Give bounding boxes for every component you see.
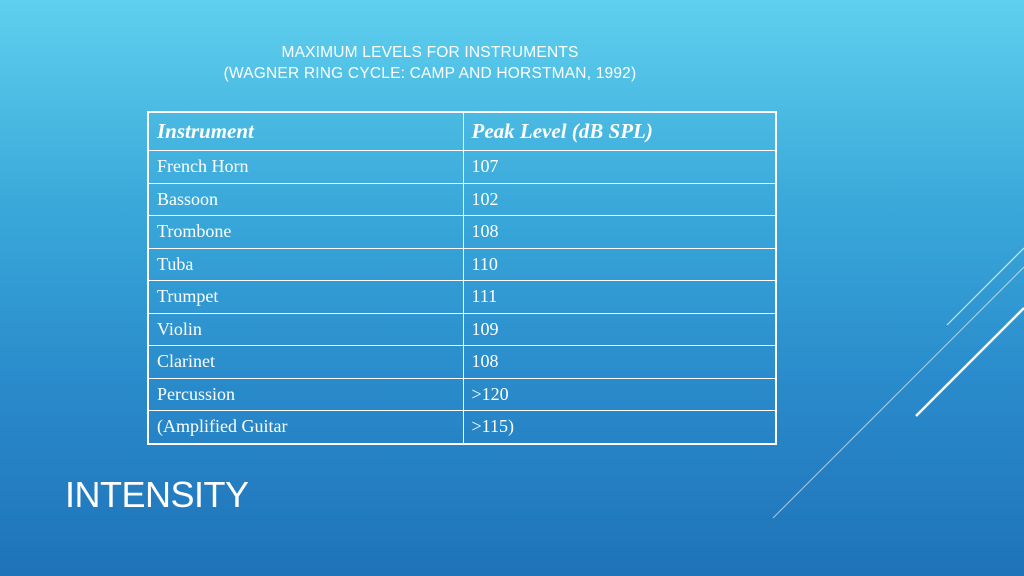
table-row: Violin 109 [147,312,777,346]
decorative-line [772,266,1024,519]
table-row: Trombone 108 [147,215,777,249]
table-row: Clarinet 108 [147,345,777,379]
peak-level-cell: >120 [462,377,777,411]
decorative-line [915,307,1024,417]
peak-level-cell: 108 [462,215,777,249]
instrument-cell: (Amplified Guitar [147,410,464,444]
table-row: (Amplified Guitar >115) [147,410,777,444]
section-title: INTENSITY [65,474,249,515]
peak-level-cell: 102 [462,182,777,216]
peak-level-cell: 110 [462,247,777,281]
decorative-line [946,247,1024,326]
instrument-levels-table: Instrument Peak Level (dB SPL) French Ho… [147,111,777,445]
table-row: Bassoon 102 [147,182,777,216]
table-header-row: Instrument Peak Level (dB SPL) [147,111,777,151]
peak-level-cell: 111 [462,280,777,314]
column-header-peak-level: Peak Level (dB SPL) [462,111,777,151]
table-row: Tuba 110 [147,247,777,281]
subtitle-line-1: MAXIMUM LEVELS FOR INSTRUMENTS [281,44,579,61]
peak-level-cell: >115) [462,410,777,444]
table-row: Percussion >120 [147,377,777,411]
instrument-cell: Trombone [147,215,464,249]
instrument-cell: Violin [147,312,464,346]
instrument-cell: Percussion [147,377,464,411]
subtitle-line-2: (WAGNER RING CYCLE: CAMP AND HORSTMAN, 1… [223,65,637,82]
peak-level-cell: 109 [462,312,777,346]
slide-subtitle: MAXIMUM LEVELS FOR INSTRUMENTS (WAGNER R… [0,42,860,84]
